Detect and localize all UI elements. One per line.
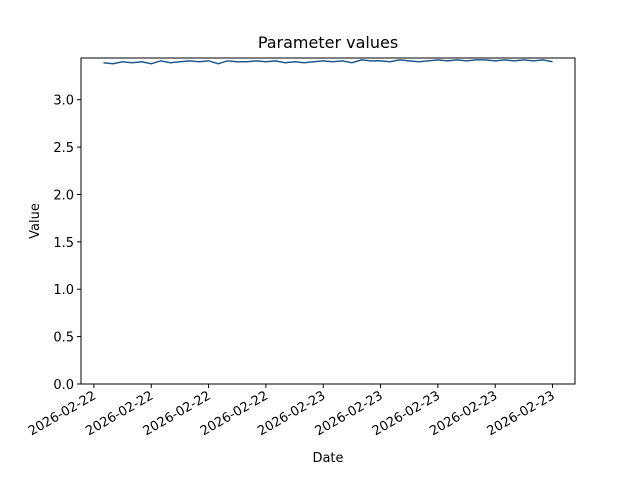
data-line [103, 59, 553, 65]
y-tick-label: 2.0 [53, 188, 74, 203]
y-tick-label: 2.5 [53, 141, 74, 156]
y-tick-label: 0.5 [53, 331, 74, 346]
x-axis-label: Date [312, 451, 343, 466]
y-tick-label: 3.0 [53, 94, 74, 109]
plot-frame [80, 57, 576, 385]
y-axis-label: Value [28, 203, 43, 239]
y-tick-label: 0.0 [53, 378, 74, 393]
y-tick-label: 1.0 [53, 283, 74, 298]
chart-title: Parameter values [258, 33, 398, 52]
y-tick-label: 1.5 [53, 236, 74, 251]
